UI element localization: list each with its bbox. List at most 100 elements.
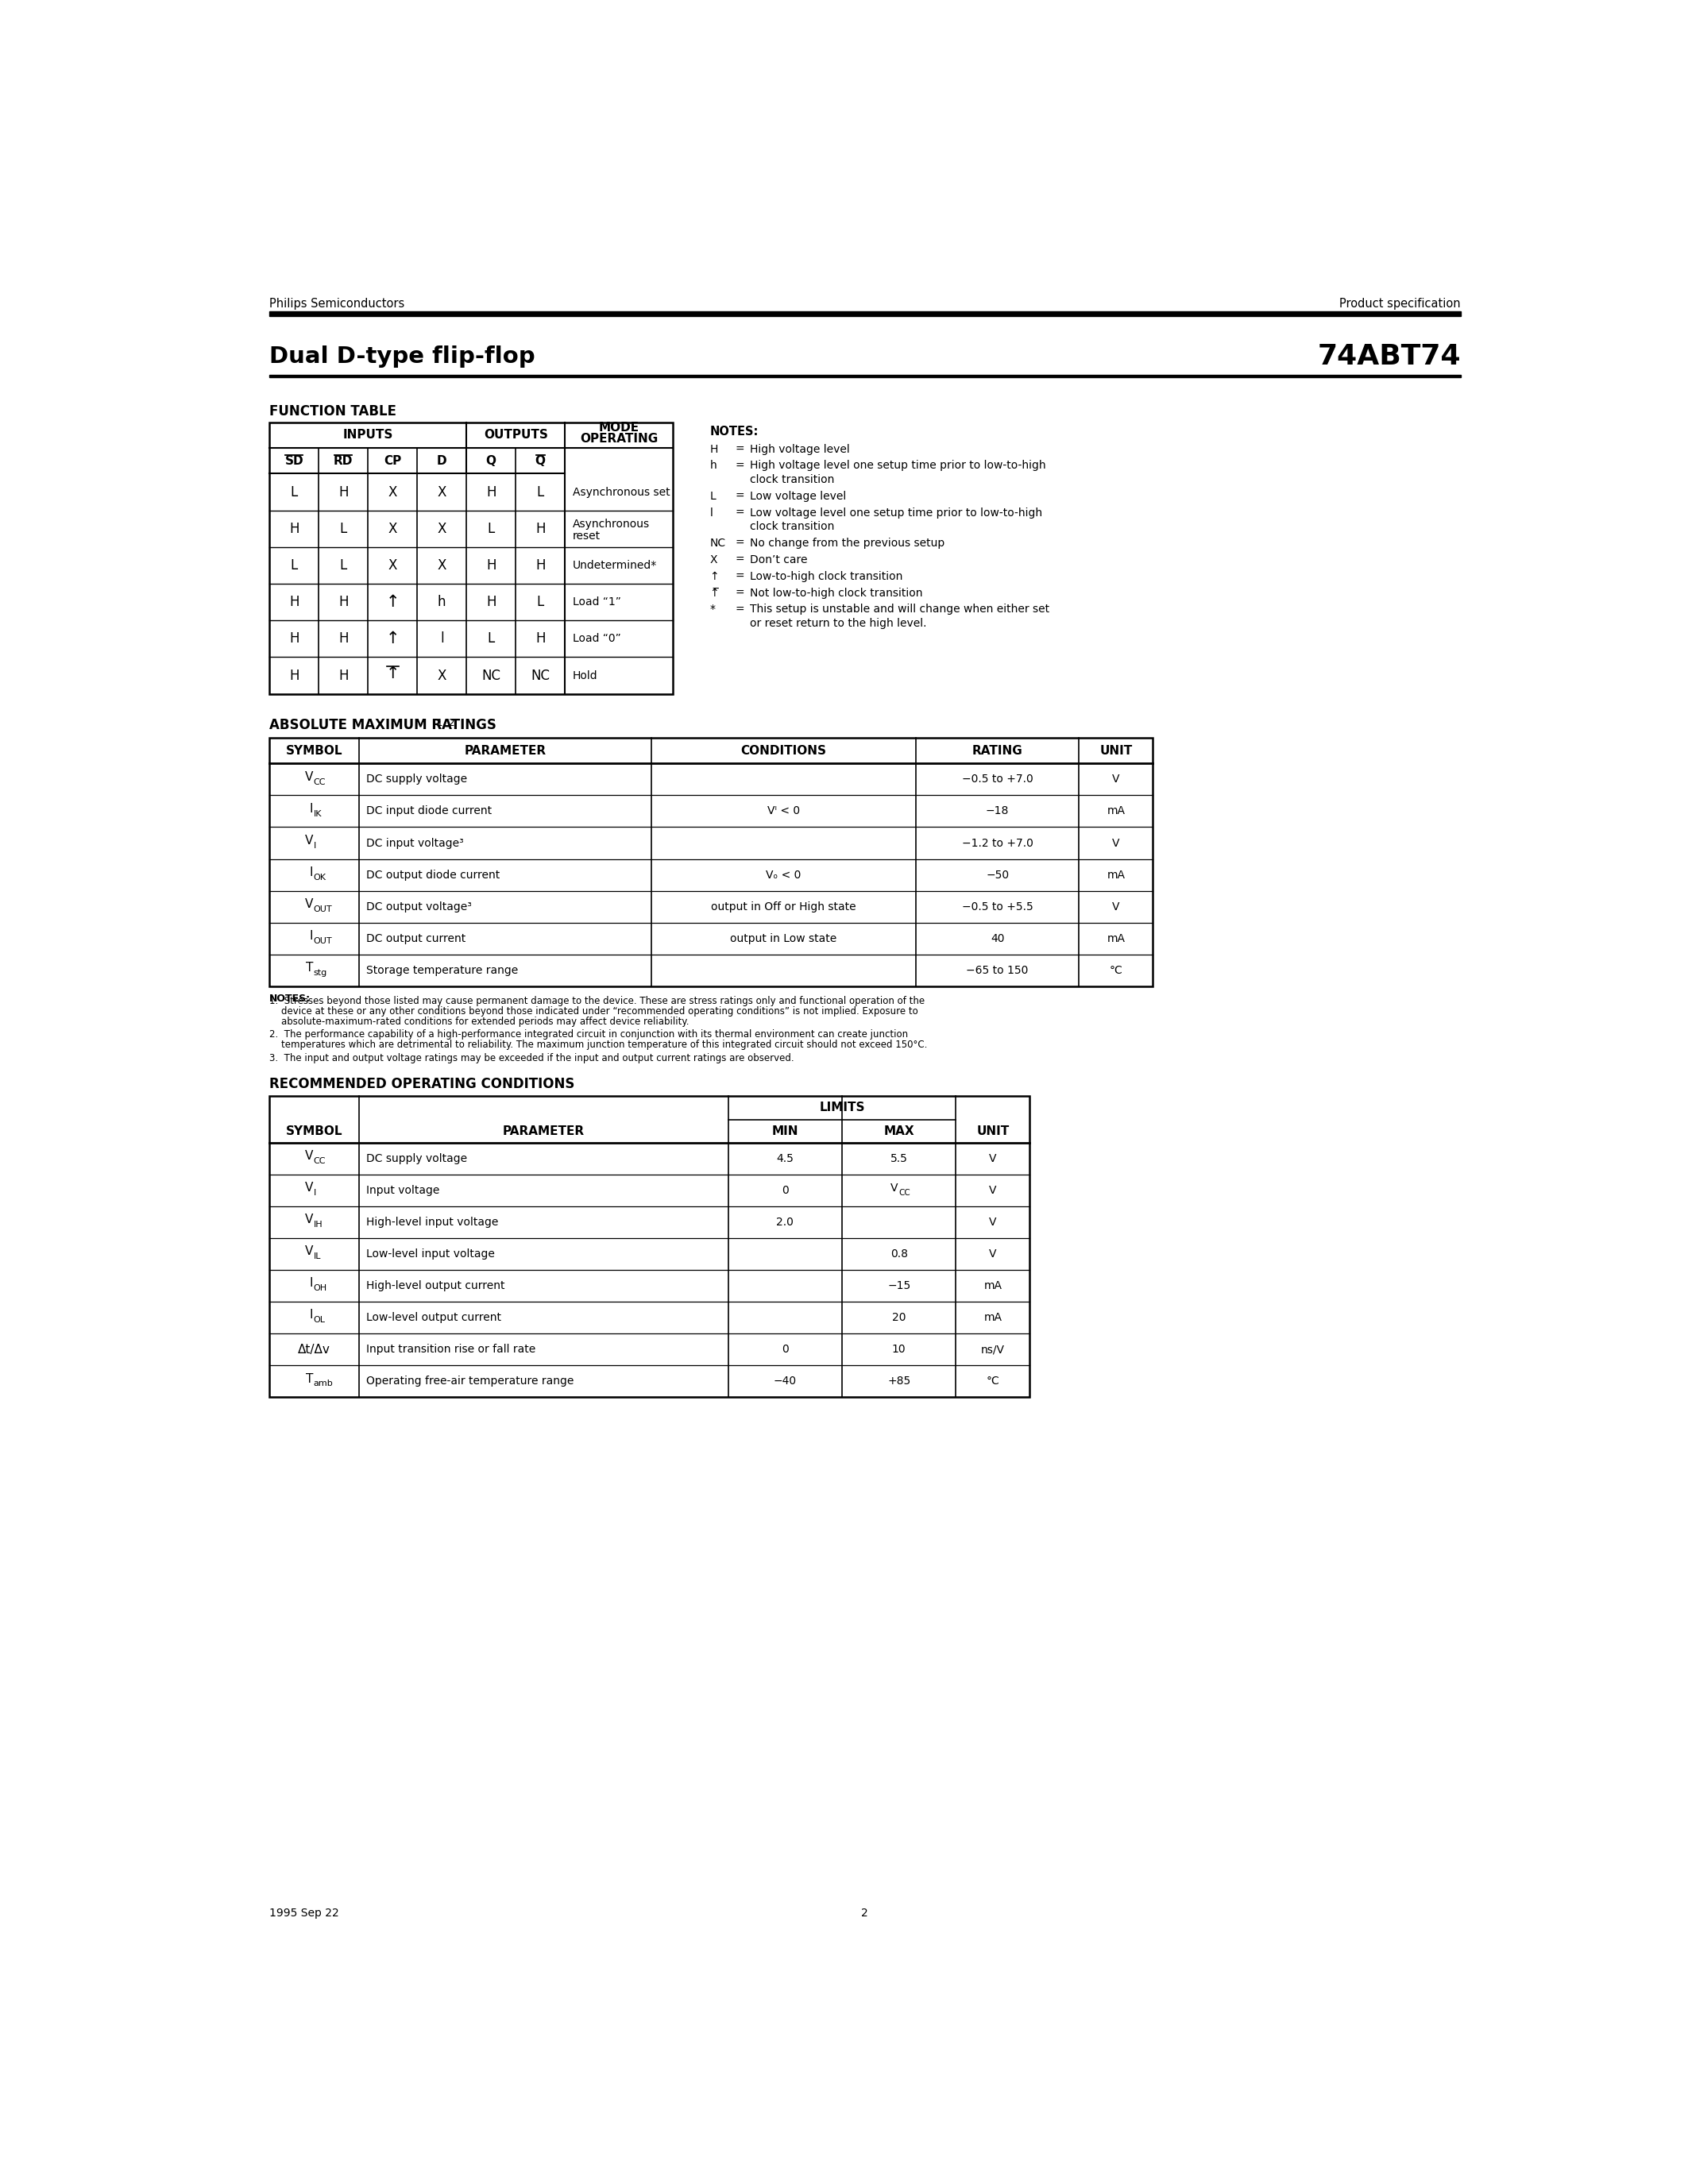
Text: reset: reset [572,531,601,542]
Text: mA: mA [984,1313,1003,1324]
Text: V: V [1112,836,1119,850]
Text: I: I [309,867,312,878]
Text: X: X [437,485,446,500]
Text: Hold: Hold [572,670,598,681]
Text: =: = [736,491,744,502]
Text: I: I [314,1188,316,1197]
Text: H: H [289,668,299,684]
Text: =: = [736,587,744,598]
Text: =: = [736,507,744,518]
Text: −50: −50 [986,869,1009,880]
Text: DC output diode current: DC output diode current [366,869,500,880]
Text: Low voltage level: Low voltage level [749,491,846,502]
Text: H: H [486,485,496,500]
Text: −40: −40 [773,1376,797,1387]
Text: 1, 2: 1, 2 [437,719,454,729]
Text: RECOMMENDED OPERATING CONDITIONS: RECOMMENDED OPERATING CONDITIONS [270,1077,576,1092]
Text: Asynchronous set: Asynchronous set [572,487,670,498]
Text: X: X [709,555,717,566]
Text: H: H [535,631,545,646]
Text: −65 to 150: −65 to 150 [966,965,1028,976]
Text: +85: +85 [888,1376,910,1387]
Bar [270,376,1460,378]
Bar [270,738,1153,987]
Text: OUTPUTS: OUTPUTS [484,430,549,441]
Text: clock transition: clock transition [749,522,834,533]
Text: °C: °C [986,1376,999,1387]
Text: IK: IK [314,810,322,817]
Text: Vₒ < 0: Vₒ < 0 [766,869,802,880]
Text: H: H [289,594,299,609]
Text: 3.  The input and output voltage ratings may be exceeded if the input and output: 3. The input and output voltage ratings … [270,1053,795,1064]
Text: V: V [304,834,312,847]
Text: V: V [304,1151,312,1162]
Text: High voltage level: High voltage level [749,443,849,454]
Text: 2.0: 2.0 [776,1216,793,1227]
Text: 1.  Stresses beyond those listed may cause permanent damage to the device. These: 1. Stresses beyond those listed may caus… [270,996,925,1007]
Text: OUT: OUT [314,937,333,946]
Text: output in Low state: output in Low state [731,933,837,943]
Text: X: X [437,559,446,572]
Text: SYMBOL: SYMBOL [285,1125,343,1138]
Text: 40: 40 [991,933,1004,943]
Text: NOTES:: NOTES: [270,994,311,1005]
Text: =: = [736,555,744,566]
Text: DC input voltage³: DC input voltage³ [366,836,464,850]
Text: NC: NC [530,668,550,684]
Text: H: H [338,594,348,609]
Text: OH: OH [314,1284,327,1293]
Text: amb: amb [314,1380,333,1387]
Text: Product specification: Product specification [1340,297,1460,310]
Text: mA: mA [1107,869,1126,880]
Text: mA: mA [984,1280,1003,1291]
Text: ↑: ↑ [385,666,400,681]
Text: Operating free-air temperature range: Operating free-air temperature range [366,1376,574,1387]
Text: mA: mA [1107,933,1126,943]
Text: l: l [709,507,712,518]
Text: Philips Semiconductors: Philips Semiconductors [270,297,405,310]
Text: DC supply voltage: DC supply voltage [366,773,468,784]
Text: Storage temperature range: Storage temperature range [366,965,518,976]
Text: OUT: OUT [314,904,333,913]
Text: L: L [290,485,297,500]
Text: FUNCTION TABLE: FUNCTION TABLE [270,404,397,419]
Text: OPERATING: OPERATING [581,432,658,446]
Text: V: V [304,1182,312,1195]
Text: =: = [736,443,744,454]
Text: V: V [304,771,312,782]
Text: L: L [488,631,495,646]
Text: Q: Q [535,454,545,467]
Text: ns/V: ns/V [981,1343,1004,1354]
Text: MIN: MIN [771,1125,798,1138]
Text: Low-level output current: Low-level output current [366,1313,501,1324]
Text: RATING: RATING [972,745,1023,756]
Text: V: V [989,1153,996,1164]
Text: X: X [437,522,446,535]
Text: DC supply voltage: DC supply voltage [366,1153,468,1164]
Text: Low voltage level one setup time prior to low-to-high: Low voltage level one setup time prior t… [749,507,1041,518]
Text: Load “1”: Load “1” [572,596,621,607]
Text: Undetermined*: Undetermined* [572,559,657,570]
Text: h: h [437,594,446,609]
Text: V: V [890,1182,898,1192]
Text: output in Off or High state: output in Off or High state [711,902,856,913]
Text: H: H [338,631,348,646]
Text: 1995 Sep 22: 1995 Sep 22 [270,1907,339,1920]
Text: UNIT: UNIT [976,1125,1009,1138]
Text: ↑: ↑ [709,570,719,581]
Text: temperatures which are detrimental to reliability. The maximum junction temperat: temperatures which are detrimental to re… [270,1040,927,1051]
Text: clock transition: clock transition [749,474,834,485]
Text: =: = [736,537,744,548]
Text: H: H [289,631,299,646]
Text: V: V [304,1214,312,1225]
Text: =: = [736,570,744,581]
Text: LIMITS: LIMITS [819,1103,864,1114]
Text: L: L [537,485,544,500]
Text: I: I [309,1278,312,1289]
Text: V: V [304,1245,312,1258]
Text: =: = [736,461,744,472]
Text: H: H [338,485,348,500]
Text: V: V [1112,902,1119,913]
Bar [270,1096,1030,1398]
Text: −0.5 to +7.0: −0.5 to +7.0 [962,773,1033,784]
